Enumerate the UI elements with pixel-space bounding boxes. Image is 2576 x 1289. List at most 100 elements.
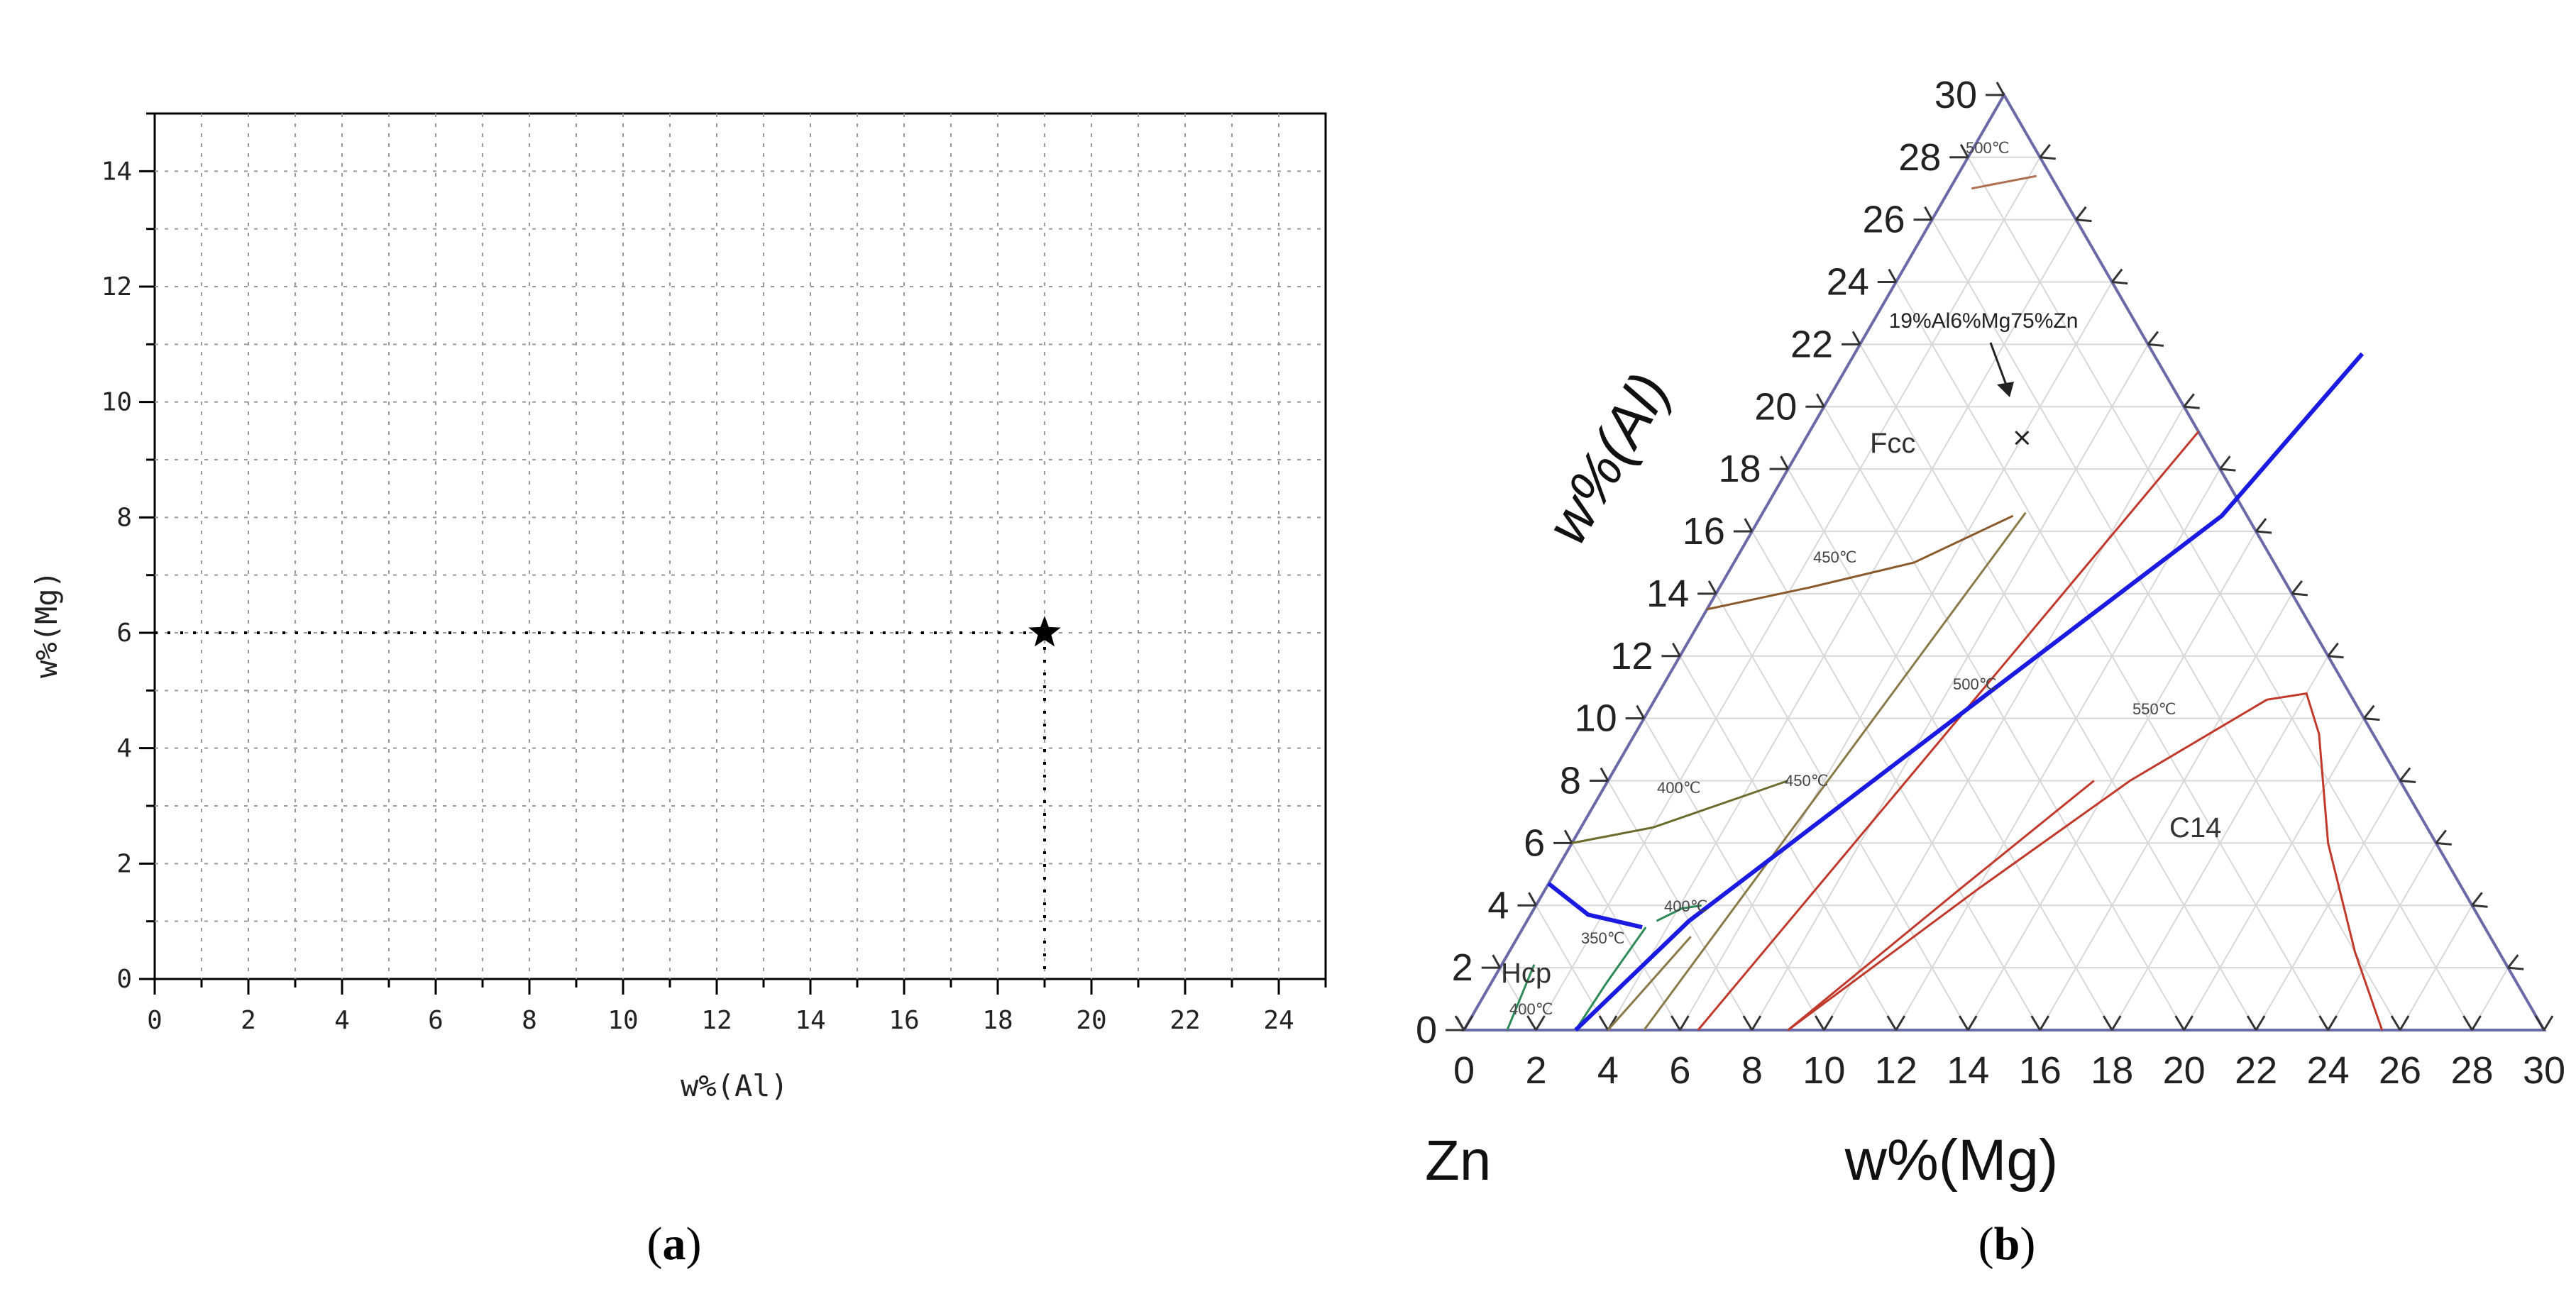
chart-b-al-tick-label: 22 [1790,323,1833,365]
chart-b-al-tick-label: 24 [1827,261,1869,304]
chart-b-isotherm-label: 550℃ [2132,700,2176,718]
chart-b-isotherm-350 [1575,926,1647,1031]
chart-a-plot-frame [153,112,1327,980]
chart-b-x-axis-label: w%(Mg) [1844,1128,2059,1193]
chart-b-mg-tick [2110,1015,2122,1031]
chart-b-phase-boundary-branch [1547,882,1643,929]
chart-b-al-tick-label: 6 [1524,821,1545,864]
chart-a-x-tick-label: 18 [982,1006,1013,1035]
chart-b-region-hcp: Hcp [1501,958,1551,989]
chart-a-y-tick-labels: 0 2 4 6 8 10 12 14 [101,157,132,994]
chart-b-al-tick [1672,643,1681,657]
chart-a-x-axis-label: w%(Al) [681,1068,788,1103]
chart-b-grid-line-zn [1859,343,2257,1031]
chart-a-y-axis-label: w%(Mg) [29,570,64,678]
chart-b-point-stroke [2015,431,2030,446]
chart-b-isotherm-400-mid [1656,904,1702,922]
chart-b-mg-tick [2246,1015,2257,1031]
chart-b-al-tick-label: 30 [1934,74,1977,116]
chart-b-isotherm-450-line [1643,511,2027,1031]
chart-b-mg-tick-label: 12 [1875,1049,1917,1092]
chart-b-isotherm-400-upper [1571,780,1789,844]
chart-b-grid-line-zn [1643,718,1825,1031]
chart-b-al-tick [1636,704,1645,719]
chart-b-grid-line-zn [1931,219,2401,1031]
chart-a-x-tick-label: 8 [522,1006,537,1035]
chart-b-mg-tick-label: 30 [2523,1049,2565,1092]
chart-a-y-tick-label: 8 [116,503,132,532]
chart-b-phase-boundary-main [1574,352,2365,1032]
chart-b-mg-tick-label: 20 [2163,1049,2206,1092]
chart-b-zn-tick [2219,455,2231,470]
chart-b-corner-label-zn: Zn [1425,1129,1491,1192]
chart-b-al-tick-label: 0 [1416,1009,1437,1051]
chart-b-mg-tick [2534,1015,2545,1031]
chart-b-zn-tick [2291,592,2308,597]
chart-b-al-tick [1924,206,1933,221]
chart-b-zn-tick [2291,580,2303,594]
chart-b-mg-tick-label: 28 [2450,1049,2493,1092]
chart-b: 0 2 4 6 8 10 12 14 16 18 20 22 24 26 28 30 024681012141… [1416,74,2565,1193]
chart-b-al-tick-label: 10 [1575,697,1617,740]
chart-b-mg-tick [1670,1015,1681,1031]
chart-b-zn-tick [2040,156,2056,160]
chart-b-mg-tick [1958,1015,1969,1031]
chart-b-mg-tick [2399,1015,2410,1031]
chart-b-al-tick-label: 12 [1610,635,1653,677]
chart-b-isotherm-label: 400℃ [1509,1000,1553,1018]
chart-b-mg-tick [1535,1015,1546,1031]
chart-b-mg-tick-label: 26 [2379,1049,2421,1092]
chart-b-al-tick-label: 16 [1683,510,1725,553]
chart-a-ticks [139,112,1327,995]
chart-b-mg-tick [2030,1015,2042,1031]
chart-b-isotherm-label: 500℃ [1966,139,2009,157]
chart-b-grid-line-zn [1715,593,1969,1031]
chart-b-grid-line-mg [2039,593,2293,1031]
chart-b-mg-tick [2183,1015,2194,1031]
chart-b-al-tick-label: 2 [1452,946,1473,989]
chart-b-al-tick [1600,767,1609,782]
chart-a-panel-letter: a [663,1218,686,1270]
chart-a-x-tick-label: 22 [1169,1006,1200,1035]
chart-a-x-tick-label: 20 [1076,1006,1106,1035]
chart-b-al-tick [1996,82,2005,96]
chart-b-mg-tick [2471,1015,2482,1031]
chart-b-zn-tick [2399,780,2416,784]
chart-b-isotherm-550-c14 [1787,692,2384,1031]
chart-b-mg-tick [1742,1015,1754,1031]
chart-b-grid-line-mg [1895,468,2221,1031]
chart-b-mg-tick [1823,1015,1834,1031]
chart-a-x-tick-label: 10 [607,1006,638,1035]
chart-b-y-axis-label: w%(Al) [1534,363,1683,554]
chart-b-al-tick-label: 20 [1754,385,1797,428]
chart-b-al-tick-label: 26 [1862,199,1905,241]
chart-a-x-tick-label: 14 [795,1006,825,1035]
chart-b-mg-tick-label: 22 [2235,1049,2277,1092]
chart-b-isotherm-olive-line [1607,936,1692,1031]
chart-b-mg-tick-label: 16 [2019,1049,2062,1092]
chart-b-isotherm-500-line [1697,431,2200,1031]
chart-b-panel-letter: b [1994,1218,2020,1270]
chart-b-al-tick [1707,580,1717,594]
chart-b-al-tick-label: 18 [1719,448,1761,490]
chart-b-grid-line-mg [2183,718,2365,1031]
chart-b-mg-tick [2102,1015,2113,1031]
chart-b-mg-tick [2255,1015,2266,1031]
chart-b-mg-tick [2318,1015,2329,1031]
chart-b-mg-tick-label: 4 [1597,1049,1619,1092]
chart-b-triangle-frame [1461,92,2547,1031]
chart-b-point-annotation: 19%Al6%Mg75%Zn [1889,309,2079,333]
chart-a-data-point-star [1028,616,1061,647]
chart-b-zn-tick [2076,218,2092,223]
chart-b-mg-tick [1751,1015,1762,1031]
chart-b-mg-tick-label: 6 [1669,1049,1690,1092]
chart-b-grid-line-zn [1787,468,2113,1031]
chart-b-isotherm-450-fcc [1707,514,2014,611]
chart-a-panel-caption: (a) [647,1218,702,1270]
chart-b-al-tick-label: 28 [1898,136,1941,179]
chart-b-mg-tick [1463,1015,1474,1031]
chart-b-al-tick [1780,455,1789,470]
chart-b-al-tick [1816,393,1825,408]
